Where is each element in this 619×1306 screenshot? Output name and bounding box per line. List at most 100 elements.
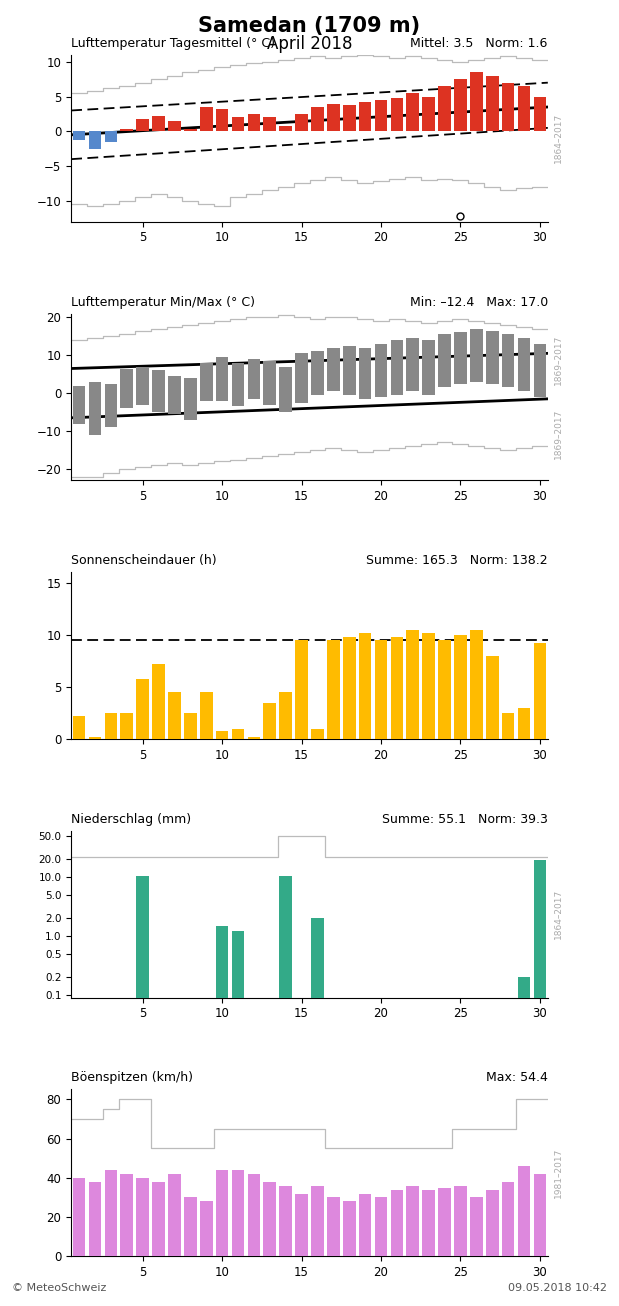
Bar (454, 1186, 467, 1256)
Bar (121, 129, 133, 132)
Bar (152, 371, 165, 413)
Bar (168, 376, 181, 414)
Bar (295, 1194, 308, 1256)
Bar (184, 1198, 197, 1256)
Bar (136, 119, 149, 132)
Text: April 2018: April 2018 (267, 35, 352, 54)
Bar (374, 640, 387, 739)
Bar (327, 103, 340, 132)
Bar (168, 692, 181, 739)
Bar (311, 729, 324, 739)
Bar (438, 86, 451, 132)
Bar (517, 977, 530, 1306)
Bar (279, 692, 292, 739)
Bar (343, 637, 355, 739)
Bar (486, 1190, 498, 1256)
Bar (248, 359, 260, 398)
Bar (152, 663, 165, 739)
Text: Mittel: 3.5   Norm: 1.6: Mittel: 3.5 Norm: 1.6 (410, 37, 548, 50)
Bar (391, 98, 403, 132)
Bar (359, 1194, 371, 1256)
Bar (184, 377, 197, 419)
Bar (374, 1198, 387, 1256)
Bar (534, 97, 546, 132)
Text: Min: –12.4   Max: 17.0: Min: –12.4 Max: 17.0 (410, 295, 548, 308)
Bar (343, 1202, 355, 1256)
Bar (327, 640, 340, 739)
Bar (184, 129, 197, 132)
Bar (422, 97, 435, 132)
Bar (454, 80, 467, 132)
Bar (168, 121, 181, 132)
Bar (327, 347, 340, 392)
Bar (407, 1186, 419, 1256)
Bar (89, 381, 102, 435)
Bar (374, 343, 387, 397)
Bar (359, 347, 371, 398)
Text: Niederschlag (mm): Niederschlag (mm) (71, 812, 191, 825)
Text: Sonnenscheindauer (h): Sonnenscheindauer (h) (71, 554, 217, 567)
Bar (391, 340, 403, 394)
Bar (200, 107, 212, 132)
Bar (200, 1202, 212, 1256)
Bar (279, 125, 292, 132)
Bar (534, 861, 546, 1306)
Bar (407, 338, 419, 392)
Bar (407, 629, 419, 739)
Bar (454, 635, 467, 739)
Bar (327, 1198, 340, 1256)
Bar (343, 104, 355, 132)
Bar (454, 333, 467, 384)
Bar (534, 343, 546, 397)
Bar (438, 334, 451, 388)
Text: Samedan (1709 m): Samedan (1709 m) (199, 16, 420, 35)
Bar (422, 1190, 435, 1256)
Bar (121, 368, 133, 409)
Bar (470, 1198, 483, 1256)
Bar (486, 656, 498, 739)
Bar (295, 114, 308, 132)
Bar (136, 875, 149, 1306)
Bar (422, 632, 435, 739)
Bar (89, 132, 102, 149)
Bar (264, 703, 276, 739)
Bar (216, 926, 228, 1306)
Text: 1869–2017: 1869–2017 (553, 336, 563, 385)
Bar (248, 737, 260, 739)
Bar (168, 1174, 181, 1256)
Bar (248, 1174, 260, 1256)
Bar (264, 1182, 276, 1256)
Bar (279, 875, 292, 1306)
Bar (216, 357, 228, 401)
Bar (374, 101, 387, 132)
Text: Summe: 165.3   Norm: 138.2: Summe: 165.3 Norm: 138.2 (366, 554, 548, 567)
Bar (200, 692, 212, 739)
Bar (470, 329, 483, 381)
Text: 1981–2017: 1981–2017 (553, 1148, 563, 1198)
Bar (295, 354, 308, 402)
Bar (534, 1174, 546, 1256)
Bar (73, 132, 85, 140)
Bar (502, 1182, 514, 1256)
Bar (502, 334, 514, 388)
Bar (89, 737, 102, 739)
Bar (470, 72, 483, 132)
Bar (232, 729, 245, 739)
Text: 1864–2017: 1864–2017 (553, 114, 563, 163)
Bar (359, 632, 371, 739)
Bar (391, 637, 403, 739)
Text: 1864–2017: 1864–2017 (553, 889, 563, 939)
Bar (216, 110, 228, 132)
Bar (422, 340, 435, 394)
Bar (279, 367, 292, 413)
Bar (232, 363, 245, 406)
Text: Max: 54.4: Max: 54.4 (486, 1071, 548, 1084)
Bar (152, 1182, 165, 1256)
Bar (279, 1186, 292, 1256)
Bar (121, 713, 133, 739)
Bar (121, 1174, 133, 1256)
Bar (438, 1187, 451, 1256)
Bar (105, 132, 117, 142)
Bar (486, 76, 498, 132)
Bar (264, 118, 276, 132)
